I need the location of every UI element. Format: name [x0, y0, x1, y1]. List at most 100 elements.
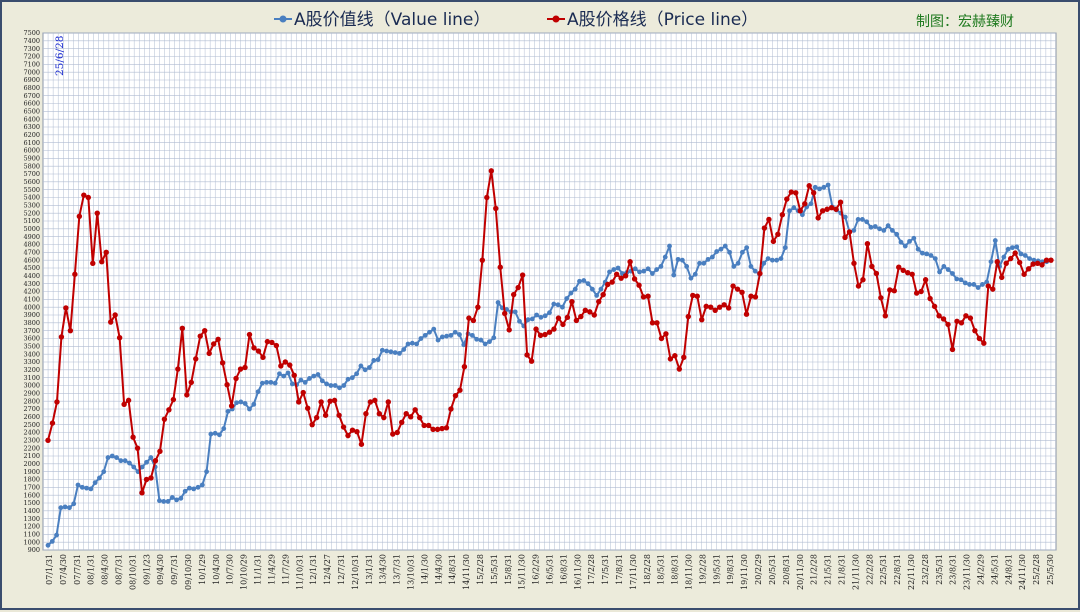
x-tick-label: 21/11/30	[851, 554, 860, 590]
data-point	[1010, 245, 1015, 251]
data-point	[461, 364, 468, 370]
data-point	[676, 366, 683, 372]
data-point	[1030, 261, 1036, 267]
data-point	[85, 194, 92, 201]
data-point	[217, 432, 222, 438]
data-point	[714, 249, 720, 254]
data-point	[452, 392, 459, 399]
data-point	[287, 362, 293, 368]
data-point	[821, 184, 827, 190]
data-point	[679, 257, 685, 263]
data-point	[421, 422, 427, 429]
data-point	[748, 264, 754, 269]
x-tick-label: 17/11/30	[629, 554, 638, 590]
y-tick-label: 3000	[23, 382, 40, 390]
data-point	[144, 459, 149, 465]
data-point	[793, 190, 799, 196]
data-point	[667, 243, 672, 249]
data-point	[81, 192, 87, 198]
x-tick-label: 23/2/28	[921, 554, 930, 585]
data-point	[392, 350, 398, 355]
data-point	[596, 298, 602, 305]
data-point	[139, 464, 145, 470]
y-tick-label: 5900	[23, 155, 40, 163]
data-point	[894, 231, 900, 237]
data-point	[718, 246, 724, 252]
data-point	[407, 414, 414, 420]
data-point	[439, 425, 445, 432]
x-tick-label: 11/1/31	[254, 554, 263, 585]
data-point	[578, 313, 584, 320]
y-tick-label: 4700	[23, 249, 40, 257]
x-tick-label: 13/7/31	[393, 554, 402, 585]
data-point	[555, 315, 562, 321]
data-point	[281, 373, 287, 379]
x-tick-label: 18/8/31	[671, 554, 680, 585]
data-point	[161, 416, 168, 422]
data-point	[615, 265, 621, 271]
data-point	[379, 347, 385, 353]
x-tick-label: 12/1/31	[309, 554, 318, 585]
data-point	[810, 190, 817, 196]
data-point	[362, 367, 368, 373]
data-point	[495, 300, 501, 305]
data-point	[990, 286, 996, 292]
y-tick-label: 5500	[23, 186, 40, 194]
data-point	[731, 264, 737, 269]
data-point	[976, 335, 983, 342]
data-point	[1022, 253, 1028, 258]
y-tick-label: 6900	[23, 76, 40, 84]
data-point	[107, 319, 114, 325]
data-point	[291, 372, 297, 379]
data-point	[376, 411, 383, 417]
data-point	[349, 427, 356, 433]
data-point	[703, 303, 709, 310]
data-point	[259, 380, 265, 386]
data-point	[963, 313, 969, 319]
data-point	[103, 249, 109, 256]
x-tick-label: 12/4/27	[323, 554, 332, 585]
y-tick-label: 3100	[23, 374, 40, 382]
x-tick-label: 07/4/30	[59, 554, 68, 585]
y-tick-label: 2500	[23, 421, 40, 429]
data-point	[79, 484, 85, 490]
data-point	[812, 184, 818, 190]
data-point	[188, 379, 194, 386]
data-point	[907, 238, 912, 244]
data-point	[972, 327, 978, 334]
data-point	[685, 313, 692, 320]
data-point	[950, 271, 955, 276]
data-point	[371, 358, 377, 363]
data-point	[868, 224, 874, 230]
data-point	[529, 316, 535, 322]
data-point	[182, 488, 188, 494]
data-point	[1001, 254, 1007, 260]
data-point	[418, 336, 424, 341]
data-point	[367, 399, 374, 405]
data-point	[645, 293, 651, 299]
data-point	[101, 469, 107, 475]
data-point	[936, 313, 942, 319]
data-point	[1039, 262, 1045, 268]
x-tick-label: 23/11/30	[963, 554, 972, 590]
data-point	[221, 426, 227, 431]
data-point	[551, 326, 557, 332]
data-point	[546, 329, 553, 335]
y-tick-label: 6600	[23, 100, 40, 108]
data-point	[1012, 250, 1018, 256]
y-tick-label: 3500	[23, 343, 40, 351]
data-point	[71, 501, 77, 507]
y-tick-label: 3600	[23, 335, 40, 343]
data-point	[425, 422, 432, 429]
data-point	[534, 312, 540, 318]
x-tick-label: 19/11/30	[740, 554, 749, 590]
data-point	[247, 406, 252, 412]
data-point	[846, 229, 853, 235]
data-point	[184, 392, 190, 398]
y-tick-label: 3800	[23, 319, 40, 327]
y-tick-label: 6200	[23, 131, 40, 139]
data-point	[208, 431, 214, 437]
data-point	[448, 332, 454, 338]
data-point	[559, 304, 565, 310]
y-tick-label: 1500	[23, 499, 40, 507]
